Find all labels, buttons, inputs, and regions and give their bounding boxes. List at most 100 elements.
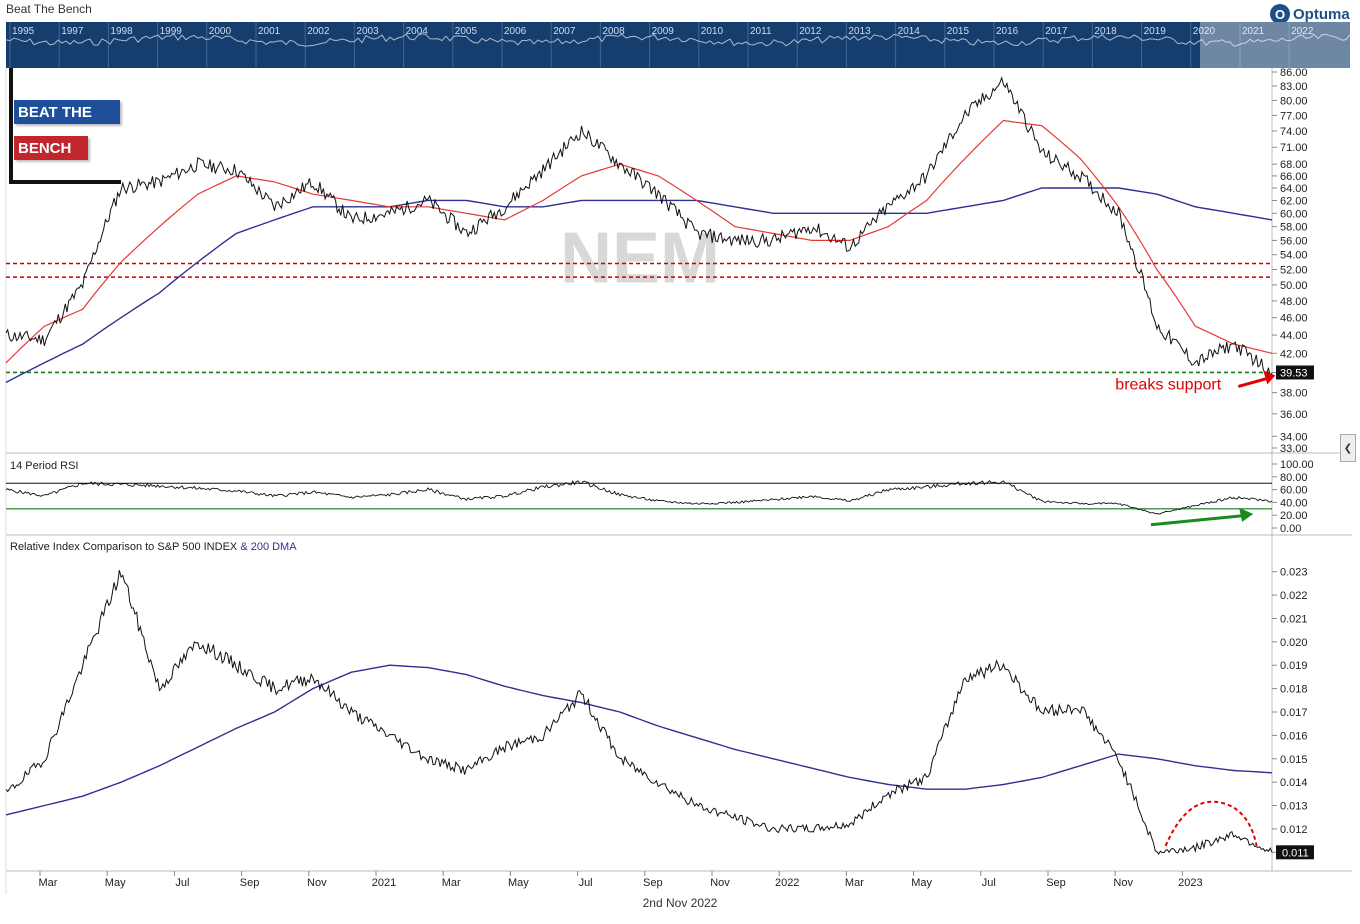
overview-year-label: 2013 (848, 26, 871, 37)
arrow-red-shaft (1237, 376, 1268, 388)
optuma-logo-text: Optuma (1293, 5, 1350, 23)
relative-axis-label: 0.021 (1280, 613, 1308, 625)
rsi-line (5, 480, 1273, 515)
overview-year-label: 2018 (1094, 26, 1117, 37)
x-axis-label: Mar (442, 877, 461, 889)
price-axis-label: 54.00 (1280, 250, 1308, 262)
optuma-logo: O Optuma (1270, 2, 1356, 26)
price-axis-label: 86.00 (1280, 68, 1308, 79)
rounding-top-arc (1164, 800, 1258, 847)
price-axis-label: 48.00 (1280, 296, 1308, 308)
ma50-line (5, 119, 1273, 364)
relative-title-main: Relative Index Comparison to S&P 500 IND… (10, 541, 240, 553)
relative-line (5, 570, 1273, 855)
rsi-axis-label: 0.00 (1280, 523, 1301, 535)
x-axis-label: Sep (240, 877, 260, 889)
relative-axis-label: 0.020 (1280, 637, 1308, 649)
relative-last-value: 0.011 (1282, 847, 1309, 859)
overview-year-label: 2004 (406, 26, 429, 37)
overview-year-label: 2015 (947, 26, 970, 37)
overview-navigator[interactable]: 1995 1997 1998 1999 2000 2001 2002 2003 2004 2005… (6, 22, 1350, 68)
x-axis-label: 2023 (1178, 877, 1202, 889)
price-axis-label: 46.00 (1280, 313, 1308, 325)
price-axis-label: 44.00 (1280, 330, 1308, 342)
x-axis-label: 2021 (372, 877, 396, 889)
x-axis-label: Sep (643, 877, 663, 889)
x-axis-label: Nov (1113, 877, 1133, 889)
arrow-green-shaft (1150, 514, 1242, 527)
price-axis-label: 74.00 (1280, 126, 1308, 138)
price-axis-label: 60.00 (1280, 208, 1308, 220)
price-axis-label: 77.00 (1280, 110, 1308, 122)
ma200-line (5, 187, 1273, 384)
x-axis-label: Jul (175, 877, 189, 889)
x-axis-label: Mar (39, 877, 58, 889)
price-axis-label: 62.00 (1280, 195, 1308, 207)
overview-timeline[interactable]: 1995 1997 1998 1999 2000 2001 2002 2003 2004 2005… (6, 22, 1350, 68)
x-axis-label: Mar (845, 877, 864, 889)
overview-year-label: 2021 (1242, 26, 1265, 37)
overview-year-label: 2017 (1045, 26, 1068, 37)
overview-window-handle[interactable] (1200, 22, 1350, 68)
chart-canvas[interactable]: NEM 86.00 83.00 80.00 77.00 74.00 71.00 68.0066… (0, 68, 1360, 894)
price-axis-label: 66.00 (1280, 171, 1308, 183)
relative-axis-label: 0.018 (1280, 684, 1308, 696)
price-axis-label: 80.00 (1280, 95, 1308, 107)
overview-year-label: 2016 (996, 26, 1019, 37)
price-axis-label: 34.00 (1280, 431, 1308, 443)
relative-axis-label: 0.013 (1280, 801, 1308, 813)
x-axis-label: May (105, 877, 126, 889)
price-axis-label: 52.00 (1280, 264, 1308, 276)
x-axis-label: Jul (579, 877, 593, 889)
price-axis-label: 71.00 (1280, 142, 1308, 154)
x-axis-label: May (508, 877, 529, 889)
overview-year-label: 1997 (61, 26, 84, 37)
annotation-breaks-support: breaks support (1115, 376, 1221, 393)
app-title: Beat The Bench (6, 2, 92, 16)
rsi-axis-label: 60.00 (1280, 485, 1308, 497)
overview-year-label: 2014 (898, 26, 921, 37)
price-axis-label: 83.00 (1280, 81, 1308, 93)
overview-year-label: 2009 (652, 26, 675, 37)
price-axis-label: 56.00 (1280, 235, 1308, 247)
collapse-axis-button[interactable]: ❮ (1340, 434, 1356, 462)
relative-axis-label: 0.019 (1280, 660, 1308, 672)
relative-axis-label: 0.015 (1280, 754, 1308, 766)
rsi-panel-title: 14 Period RSI (10, 460, 78, 472)
x-axis-label: May (911, 877, 932, 889)
price-axis-label: 50.00 (1280, 280, 1308, 292)
optuma-logo-icon: O (1270, 4, 1290, 24)
relative-axis-label: 0.022 (1280, 590, 1308, 602)
overview-year-label: 2002 (307, 26, 330, 37)
relative-panel-title: Relative Index Comparison to S&P 500 IND… (10, 541, 297, 553)
overview-year-label: 2006 (504, 26, 527, 37)
x-axis-label: Jul (982, 877, 996, 889)
relative-axis-label: 0.016 (1280, 730, 1308, 742)
relative-title-dma: & 200 DMA (240, 541, 297, 553)
relative-last-value-box (1276, 845, 1314, 860)
overview-year-label: 2022 (1291, 26, 1314, 37)
relative-axis-label: 0.017 (1280, 707, 1308, 719)
overview-year-label: 1998 (110, 26, 133, 37)
arrow-red-head (1263, 370, 1276, 385)
relative-dma-line (5, 664, 1273, 816)
price-last-value-box (1276, 365, 1314, 380)
price-last-value: 39.53 (1280, 367, 1308, 379)
overview-year-label: 2008 (602, 26, 625, 37)
overview-year-label: 2000 (209, 26, 232, 37)
price-axis-label: 38.00 (1280, 388, 1308, 400)
brand-logo-line1: BEAT THE (14, 100, 120, 124)
price-axis-label: 33.00 (1280, 443, 1308, 455)
overview-year-label: 2001 (258, 26, 281, 37)
rsi-axis-label: 100.00 (1280, 459, 1314, 471)
relative-axis-label: 0.012 (1280, 824, 1308, 836)
relative-axis-label: 0.014 (1280, 777, 1308, 789)
overview-year-label: 2020 (1193, 26, 1216, 37)
x-axis-label: Nov (710, 877, 730, 889)
overview-year-label: 2007 (553, 26, 576, 37)
watermark-ticker: NEM (560, 219, 720, 299)
footer-date: 2nd Nov 2022 (642, 896, 718, 910)
overview-price-line (6, 33, 1350, 47)
relative-axis-label: 0.023 (1280, 567, 1308, 579)
rsi-axis-label: 20.00 (1280, 510, 1308, 522)
